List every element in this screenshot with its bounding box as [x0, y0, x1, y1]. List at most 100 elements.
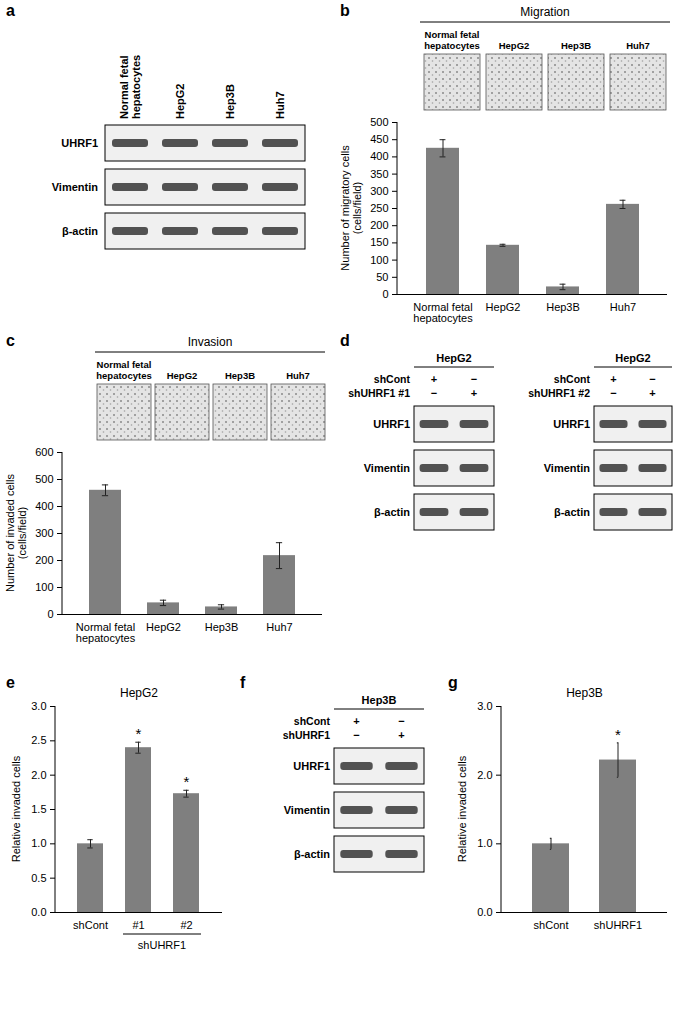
svg-text:shUHRF1: shUHRF1 — [594, 919, 642, 931]
svg-text:UHRF1: UHRF1 — [293, 760, 330, 772]
svg-text:*: * — [615, 726, 621, 743]
svg-text:500: 500 — [370, 116, 388, 128]
svg-text:Huh7: Huh7 — [626, 40, 650, 51]
svg-text:HepG2: HepG2 — [486, 301, 521, 313]
svg-text:#1: #1 — [132, 919, 144, 931]
svg-text:0: 0 — [382, 288, 388, 300]
svg-text:HepG2: HepG2 — [120, 686, 158, 700]
svg-text:shCont: shCont — [73, 919, 108, 931]
svg-text:0: 0 — [47, 608, 53, 620]
svg-text:HepG2: HepG2 — [436, 352, 471, 364]
svg-text:Normal fetal: Normal fetal — [425, 29, 480, 40]
svg-text:2.5: 2.5 — [31, 734, 46, 746]
svg-text:β-actin: β-actin — [374, 506, 410, 518]
svg-text:300: 300 — [35, 527, 53, 539]
svg-text:+: + — [649, 387, 655, 399]
svg-text:0.5: 0.5 — [31, 872, 46, 884]
svg-text:Normal fetalhepatocytes: Normal fetalhepatocytes — [76, 621, 136, 644]
svg-text:−: − — [649, 373, 655, 385]
svg-text:d: d — [340, 332, 350, 349]
svg-text:450: 450 — [370, 133, 388, 145]
svg-text:Huh7: Huh7 — [274, 92, 286, 120]
svg-text:Hep3B: Hep3B — [225, 370, 255, 381]
svg-text:+: + — [471, 387, 477, 399]
svg-text:−: − — [610, 387, 616, 399]
svg-text:1.5: 1.5 — [31, 803, 46, 815]
svg-text:shUHRF1: shUHRF1 — [283, 729, 330, 741]
svg-text:+: + — [610, 373, 616, 385]
svg-text:Hep3B: Hep3B — [205, 621, 239, 633]
svg-text:300: 300 — [370, 185, 388, 197]
svg-text:shCont: shCont — [554, 373, 591, 385]
svg-text:Normal fetalhepatocytes: Normal fetalhepatocytes — [118, 55, 142, 119]
svg-text:HepG2: HepG2 — [499, 40, 530, 51]
svg-text:−: − — [353, 729, 359, 741]
svg-text:HepG2: HepG2 — [167, 370, 198, 381]
svg-text:*: * — [184, 773, 190, 790]
svg-text:1.0: 1.0 — [31, 837, 46, 849]
svg-text:shCont: shCont — [374, 373, 411, 385]
svg-text:Normal fetal: Normal fetal — [97, 359, 152, 370]
svg-text:HepG2: HepG2 — [174, 84, 186, 119]
svg-text:UHRF1: UHRF1 — [61, 137, 98, 149]
svg-text:Relative invaded cells: Relative invaded cells — [456, 755, 468, 862]
svg-text:Huh7: Huh7 — [266, 621, 292, 633]
svg-text:UHRF1: UHRF1 — [553, 418, 590, 430]
svg-text:e: e — [6, 674, 15, 691]
svg-text:shCont: shCont — [294, 715, 331, 727]
svg-text:shUHRF1: shUHRF1 — [138, 939, 186, 951]
svg-text:50: 50 — [376, 271, 388, 283]
svg-text:Vimentin: Vimentin — [544, 462, 591, 474]
svg-text:100: 100 — [35, 581, 53, 593]
svg-text:Normal fetalhepatocytes: Normal fetalhepatocytes — [413, 301, 473, 324]
svg-text:HepG2: HepG2 — [615, 352, 650, 364]
svg-text:Relative invaded cells: Relative invaded cells — [10, 755, 22, 862]
svg-text:250: 250 — [370, 202, 388, 214]
svg-text:Hep3B: Hep3B — [566, 686, 603, 700]
svg-text:600: 600 — [35, 446, 53, 458]
svg-text:hepatocytes: hepatocytes — [96, 370, 151, 381]
svg-text:2.0: 2.0 — [31, 769, 46, 781]
svg-text:Hep3B: Hep3B — [561, 40, 591, 51]
svg-text:UHRF1: UHRF1 — [373, 418, 410, 430]
svg-text:b: b — [340, 2, 350, 19]
svg-text:2.0: 2.0 — [477, 769, 492, 781]
svg-text:0.0: 0.0 — [477, 906, 492, 918]
svg-text:shUHRF1 #1: shUHRF1 #1 — [348, 387, 410, 399]
svg-text:Migration: Migration — [520, 5, 569, 19]
svg-text:Vimentin: Vimentin — [52, 181, 99, 193]
svg-text:200: 200 — [370, 219, 388, 231]
svg-text:−: − — [471, 373, 477, 385]
svg-text:+: + — [353, 715, 359, 727]
svg-text:Vimentin: Vimentin — [364, 462, 411, 474]
svg-text:Huh7: Huh7 — [286, 370, 310, 381]
svg-text:350: 350 — [370, 168, 388, 180]
svg-text:β-actin: β-actin — [62, 225, 98, 237]
svg-text:Number of invaded cells(cells/: Number of invaded cells(cells/field) — [4, 474, 29, 593]
svg-text:−: − — [431, 387, 437, 399]
svg-text:Number of migratory cells(cell: Number of migratory cells(cells/field) — [339, 145, 364, 271]
svg-text:3.0: 3.0 — [31, 700, 46, 712]
svg-text:200: 200 — [35, 554, 53, 566]
svg-text:a: a — [6, 2, 15, 19]
svg-text:β-actin: β-actin — [294, 848, 330, 860]
svg-text:Hep3B: Hep3B — [546, 301, 580, 313]
svg-text:100: 100 — [370, 254, 388, 266]
svg-text:500: 500 — [35, 473, 53, 485]
svg-text:shUHRF1 #2: shUHRF1 #2 — [528, 387, 590, 399]
svg-text:Invasion: Invasion — [188, 335, 233, 349]
svg-text:400: 400 — [370, 150, 388, 162]
svg-text:+: + — [431, 373, 437, 385]
svg-text:hepatocytes: hepatocytes — [424, 40, 479, 51]
svg-text:f: f — [240, 674, 246, 691]
svg-text:shCont: shCont — [534, 919, 569, 931]
svg-text:Hep3B: Hep3B — [362, 694, 397, 706]
svg-text:#2: #2 — [180, 919, 192, 931]
svg-text:β-actin: β-actin — [554, 506, 590, 518]
svg-text:*: * — [136, 725, 142, 742]
svg-text:400: 400 — [35, 500, 53, 512]
svg-text:1.0: 1.0 — [477, 837, 492, 849]
svg-text:150: 150 — [370, 236, 388, 248]
svg-text:g: g — [448, 674, 458, 691]
svg-text:3.0: 3.0 — [477, 700, 492, 712]
